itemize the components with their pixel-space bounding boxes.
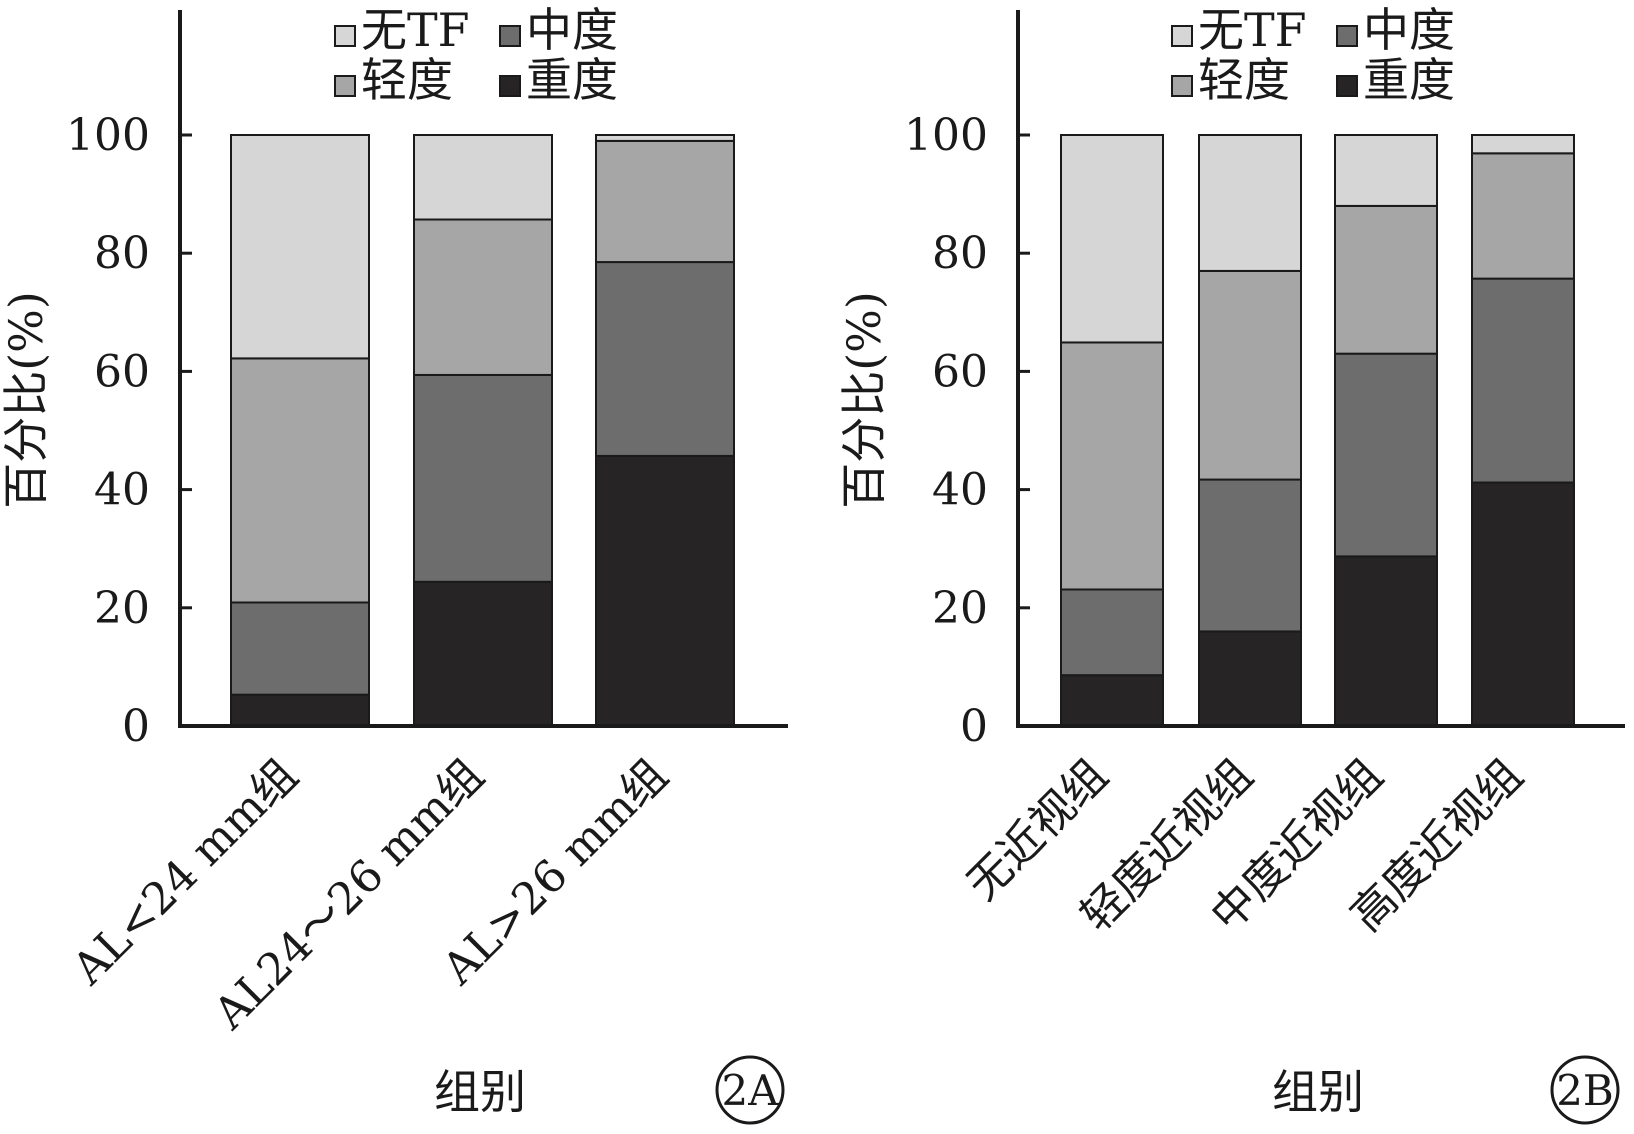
bar-segment-p0-c1-s2: [413, 218, 553, 376]
y-tick-label: 0: [960, 701, 988, 752]
legend-label-3: 无TF: [1198, 3, 1307, 57]
y-tick-label: 80: [932, 228, 988, 279]
bar-segment-p1-c0-s3: [1060, 134, 1164, 344]
bar-segment-p1-c0-s2: [1060, 341, 1164, 591]
bar-segment-p1-c2-s1: [1334, 352, 1438, 558]
bar-segment-p0-c0-s0: [230, 693, 370, 728]
bar-segment-p1-c3-s3: [1471, 134, 1575, 155]
x-axis-title: 组别: [434, 1065, 526, 1119]
bar-segment-p1-c1-s2: [1198, 269, 1302, 481]
bar-segment-p0-c0-s2: [230, 357, 370, 604]
bar-segment-p0-c2-s1: [595, 261, 735, 457]
y-tick-label: 80: [94, 228, 150, 279]
legend-swatch-1: [1336, 25, 1358, 47]
y-tick-label: 100: [66, 110, 150, 161]
y-axis-title: 百分比(%): [837, 291, 891, 509]
bar-segment-p1-c0-s1: [1060, 588, 1164, 677]
bar-segment-p1-c2-s3: [1334, 134, 1438, 207]
bar-segment-p1-c1-s3: [1198, 134, 1302, 272]
legend-label-0: 重度: [526, 53, 618, 107]
legend-label-0: 重度: [1363, 53, 1455, 107]
y-axis-title: 百分比(%): [0, 291, 53, 509]
legend-swatch-2: [334, 75, 356, 97]
legend-swatch-0: [499, 75, 521, 97]
y-tick-label: 40: [932, 465, 988, 516]
y-tick-label: 40: [94, 465, 150, 516]
legend-label-1: 中度: [526, 3, 618, 57]
bar-segment-p0-c1-s1: [413, 373, 553, 583]
legend-swatch-3: [334, 25, 356, 47]
panel-label-circle: [715, 1055, 785, 1125]
bar-segment-p0-c1-s0: [413, 580, 553, 728]
legend-swatch-2: [1171, 75, 1193, 97]
legend-label-2: 轻度: [361, 53, 453, 107]
y-tick-label: 20: [94, 583, 150, 634]
legend-swatch-1: [499, 25, 521, 47]
y-tick-label: 60: [94, 346, 150, 397]
bar-segment-p1-c0-s0: [1060, 674, 1164, 728]
y-tick-label: 0: [122, 701, 150, 752]
y-tick-label: 60: [932, 346, 988, 397]
panel-label: 2A: [721, 1066, 779, 1115]
bar-segment-p1-c1-s1: [1198, 478, 1302, 633]
y-tick-label: 20: [932, 583, 988, 634]
legend-swatch-3: [1171, 25, 1193, 47]
y-tick-label: 100: [904, 110, 988, 161]
bar-segment-p1-c3-s2: [1471, 152, 1575, 280]
bar-segment-p1-c2-s2: [1334, 204, 1438, 355]
legend-label-1: 中度: [1363, 3, 1455, 57]
bar-segment-p0-c2-s0: [595, 454, 735, 727]
bar-segment-p0-c2-s2: [595, 139, 735, 264]
bar-segment-p1-c1-s0: [1198, 630, 1302, 727]
bar-segment-p1-c3-s0: [1471, 481, 1575, 727]
x-axis-title: 组别: [1272, 1065, 1364, 1119]
bar-segment-p0-c0-s3: [230, 134, 370, 360]
bar-segment-p0-c1-s3: [413, 134, 553, 221]
legend-label-2: 轻度: [1198, 53, 1290, 107]
panel-label-circle: [1550, 1055, 1620, 1125]
legend-label-3: 无TF: [361, 3, 470, 57]
bar-segment-p1-c3-s1: [1471, 277, 1575, 484]
panel-label: 2B: [1556, 1066, 1614, 1115]
bar-segment-p0-c2-s3: [595, 134, 735, 142]
bar-segment-p1-c2-s0: [1334, 555, 1438, 727]
legend-swatch-0: [1336, 75, 1358, 97]
bar-segment-p0-c0-s1: [230, 601, 370, 696]
